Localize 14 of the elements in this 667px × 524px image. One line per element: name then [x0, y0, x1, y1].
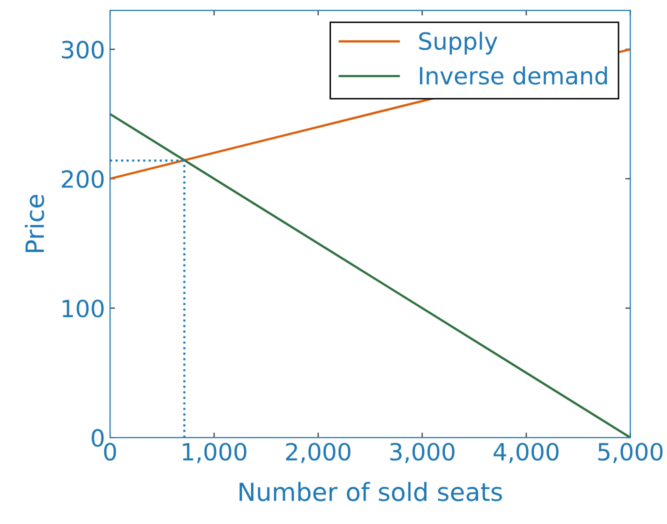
x-tick-label: 1,000	[182, 442, 246, 464]
y-axis-title: Price	[24, 194, 44, 252]
y-tick-label: 100	[62, 300, 104, 318]
x-tick-label: 4,000	[494, 442, 558, 464]
y-tick-label: 200	[62, 170, 104, 188]
y-tick-label: 300	[62, 40, 104, 59]
y-tick-label: 0	[92, 428, 104, 447]
legend-label: Inverse demand	[420, 66, 607, 85]
x-axis-title: Number of sold seats	[240, 482, 502, 502]
x-tick-label: 0	[104, 442, 116, 461]
x-tick-label: 3,000	[390, 442, 454, 464]
x-tick-label: 2,000	[286, 442, 350, 464]
x-tick-label: 5,000	[598, 442, 663, 464]
legend-label: Supply	[419, 32, 498, 55]
